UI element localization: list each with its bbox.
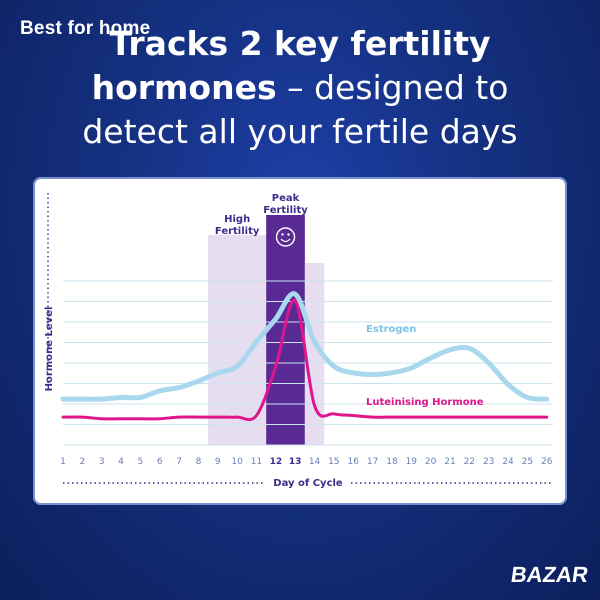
x-tick-label: 15	[328, 457, 339, 467]
lh-line	[61, 298, 549, 422]
smiley-icon	[275, 227, 296, 247]
smiley-eye	[287, 233, 290, 236]
high-fertility-band	[304, 263, 325, 445]
lh-label: Luteinising Hormone	[366, 397, 484, 408]
x-tick-label: 23	[483, 457, 494, 467]
x-tick-label: 4	[118, 457, 124, 467]
headline-line-1: Tracks 2 key fertility	[109, 24, 491, 63]
x-tick-label: 18	[386, 457, 398, 467]
x-tick-label: 26	[541, 457, 553, 467]
x-tick-label: 17	[367, 457, 378, 467]
x-tick-label: 21	[444, 457, 455, 467]
x-tick-label: 13	[289, 457, 302, 467]
x-tick-label: 22	[464, 457, 475, 467]
smiley-eye	[281, 233, 284, 236]
x-tick-label: 3	[99, 457, 105, 467]
smiley-face	[275, 227, 296, 247]
x-tick-label: 10	[231, 457, 243, 467]
x-tick-label: 2	[79, 457, 85, 467]
highlight-label: Peak	[272, 193, 300, 204]
y-axis-label: Hormone Level	[44, 307, 55, 392]
x-tick-label: 6	[157, 457, 163, 467]
highlight-label: Fertility	[263, 205, 308, 216]
headline: Tracks 2 key fertility hormones – design…	[0, 22, 600, 154]
watermark-text: Best for home	[20, 18, 151, 39]
x-tick-label: 8	[196, 457, 202, 467]
headline-line-3: detect all your fertile days	[82, 112, 518, 151]
highlight-label: Fertility	[215, 226, 260, 237]
estrogen-label: Estrogen	[366, 324, 416, 335]
x-tick-label: 11	[251, 457, 262, 467]
x-tick-label: 25	[522, 457, 533, 467]
x-tick-label: 24	[502, 457, 514, 467]
x-tick-label: 1	[60, 457, 66, 467]
estrogen-line	[60, 291, 550, 402]
x-tick-label: 20	[425, 457, 437, 467]
smiley-mouth	[280, 238, 291, 243]
x-tick-label: 16	[348, 457, 360, 467]
x-tick-label: 9	[215, 457, 221, 467]
x-tick-label: 5	[138, 457, 144, 467]
x-tick-label: 7	[176, 457, 182, 467]
x-axis-label: Day of Cycle	[273, 478, 343, 489]
x-tick-label: 14	[309, 457, 321, 467]
chart-card: High Fertility Peak Fertility Hormone Level E…	[33, 177, 567, 505]
x-tick-label: 19	[406, 457, 418, 467]
highlight-label: High	[224, 214, 250, 225]
x-tick-label: 12	[270, 457, 283, 467]
brand-logo: BAZAR	[509, 562, 590, 587]
headline-line-2: hormones – designed to	[91, 68, 509, 107]
